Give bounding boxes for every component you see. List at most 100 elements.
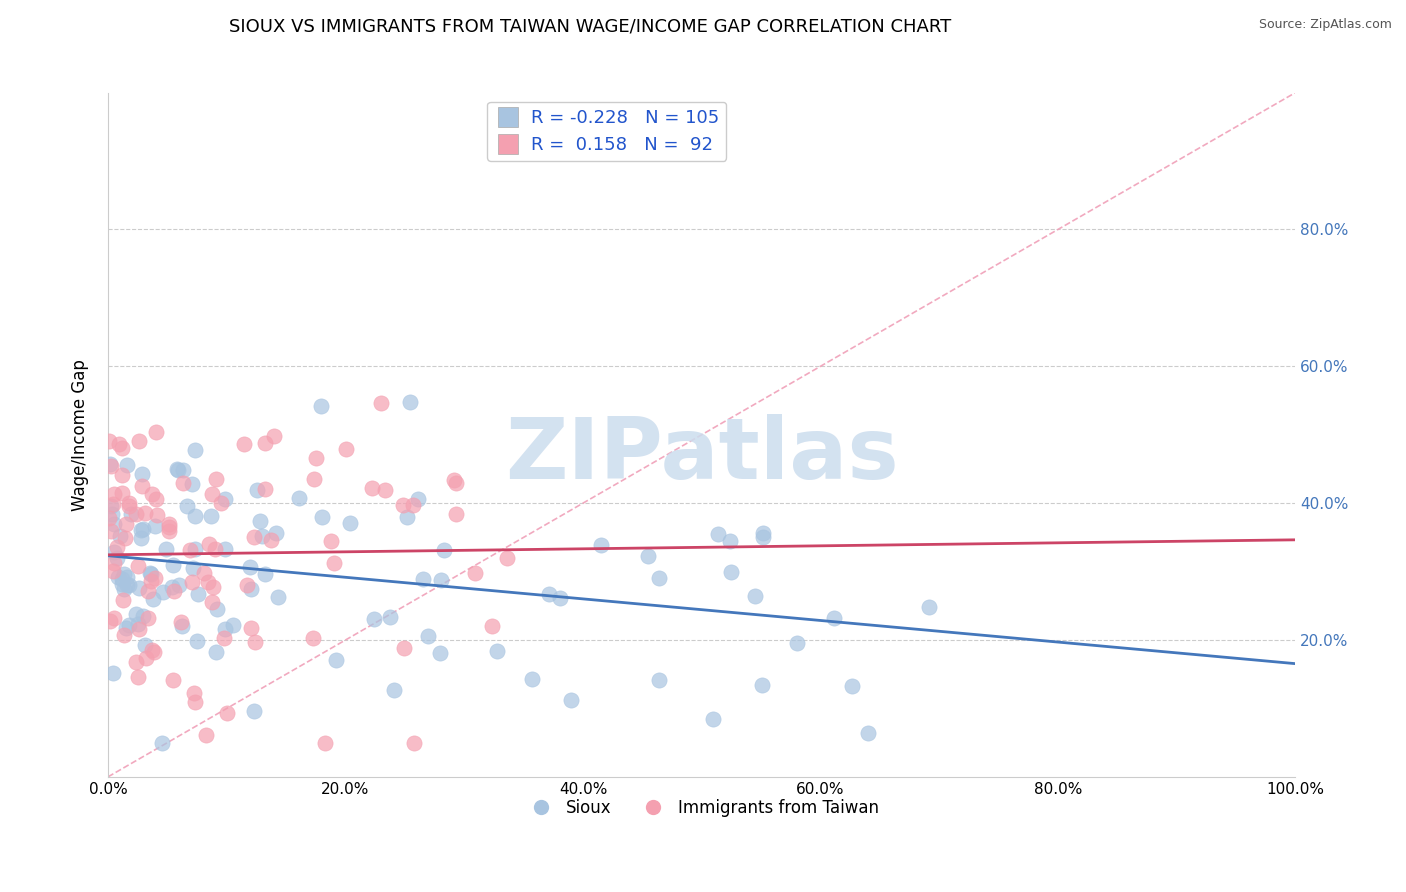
Point — [311, 510, 333, 524]
Point — [520, 672, 543, 686]
Point — [214, 623, 236, 637]
Point — [235, 578, 257, 592]
Point — [143, 571, 166, 585]
Point — [172, 462, 194, 476]
Point — [207, 601, 229, 615]
Point — [195, 728, 218, 742]
Point — [184, 542, 207, 557]
Point — [396, 510, 419, 524]
Point — [648, 673, 671, 688]
Point — [145, 491, 167, 506]
Point — [160, 580, 183, 594]
Point — [197, 574, 219, 589]
Point — [157, 517, 180, 532]
Point — [418, 629, 440, 643]
Point — [103, 487, 125, 501]
Point — [132, 609, 155, 624]
Point — [481, 619, 503, 633]
Point — [107, 569, 129, 583]
Text: Source: ZipAtlas.com: Source: ZipAtlas.com — [1258, 18, 1392, 31]
Point — [253, 482, 276, 496]
Point — [486, 644, 509, 658]
Point — [127, 559, 149, 574]
Point — [751, 530, 773, 544]
Point — [128, 622, 150, 636]
Point — [152, 585, 174, 599]
Point — [101, 665, 124, 680]
Point — [560, 692, 582, 706]
Point — [309, 399, 332, 413]
Point — [131, 467, 153, 482]
Point — [239, 582, 262, 596]
Point — [305, 451, 328, 466]
Point — [176, 499, 198, 513]
Point — [380, 609, 402, 624]
Point — [232, 437, 254, 451]
Point — [314, 736, 336, 750]
Point — [118, 499, 141, 513]
Text: ZIPatlas: ZIPatlas — [505, 414, 898, 497]
Y-axis label: Wage/Income Gap: Wage/Income Gap — [72, 359, 89, 511]
Point — [399, 395, 422, 409]
Point — [142, 592, 165, 607]
Point — [361, 481, 384, 495]
Point — [118, 578, 141, 592]
Point — [101, 497, 124, 511]
Point — [402, 498, 425, 512]
Point — [222, 618, 245, 632]
Point — [181, 561, 204, 575]
Point — [172, 476, 194, 491]
Point — [108, 437, 131, 451]
Point — [239, 621, 262, 635]
Point — [129, 524, 152, 538]
Point — [150, 736, 173, 750]
Point — [134, 506, 156, 520]
Point — [243, 530, 266, 544]
Point — [183, 686, 205, 700]
Point — [131, 479, 153, 493]
Point — [146, 508, 169, 522]
Point — [98, 434, 121, 448]
Point — [212, 631, 235, 645]
Point — [548, 591, 571, 606]
Point — [186, 633, 208, 648]
Point — [163, 584, 186, 599]
Point — [136, 611, 159, 625]
Point — [430, 574, 453, 588]
Point — [141, 566, 163, 581]
Point — [647, 571, 669, 585]
Point — [205, 472, 228, 486]
Point — [115, 578, 138, 592]
Point — [214, 541, 236, 556]
Point — [323, 556, 346, 570]
Point — [197, 537, 219, 551]
Point — [180, 574, 202, 589]
Point — [103, 610, 125, 624]
Point — [204, 542, 226, 557]
Point — [117, 496, 139, 510]
Point — [139, 574, 162, 588]
Point — [201, 595, 224, 609]
Legend: Sioux, Immigrants from Taiwan: Sioux, Immigrants from Taiwan — [517, 792, 886, 823]
Point — [162, 558, 184, 573]
Point — [143, 519, 166, 533]
Point — [127, 670, 149, 684]
Point — [112, 628, 135, 642]
Point — [100, 459, 122, 474]
Point — [412, 572, 434, 586]
Point — [127, 616, 149, 631]
Point — [98, 510, 121, 524]
Point — [325, 653, 347, 667]
Point — [129, 531, 152, 545]
Point — [111, 442, 134, 456]
Point — [115, 517, 138, 532]
Point — [443, 473, 465, 487]
Point — [243, 635, 266, 649]
Point — [172, 619, 194, 633]
Point — [111, 576, 134, 591]
Point — [444, 476, 467, 491]
Point — [637, 549, 659, 563]
Point — [98, 615, 121, 629]
Point — [744, 589, 766, 603]
Point — [118, 617, 141, 632]
